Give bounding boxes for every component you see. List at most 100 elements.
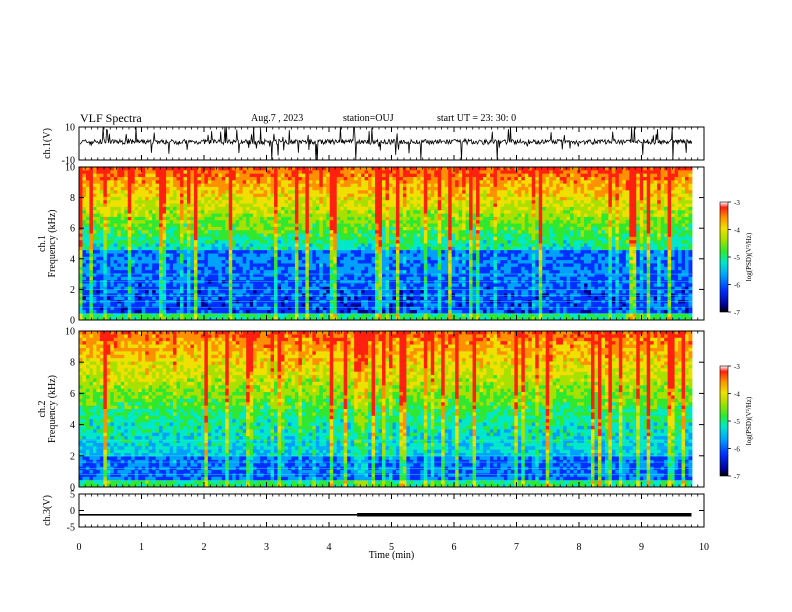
spectrogram-cell — [284, 190, 289, 195]
spectrogram-cell — [138, 313, 143, 318]
spectrogram-cell — [294, 170, 299, 175]
spectrogram-cell — [305, 176, 310, 181]
spectrogram-cell — [113, 173, 118, 178]
spectrogram-cell — [333, 223, 338, 228]
spectrogram-cell — [246, 310, 251, 314]
spectrogram-cell — [361, 296, 365, 301]
spectrogram-cell — [239, 263, 244, 268]
spectrogram-cell — [204, 316, 209, 321]
spectrogram-cell — [106, 283, 111, 288]
spectrogram-cell — [371, 290, 376, 294]
spectrogram-cell — [85, 206, 90, 211]
spectrogram-cell — [423, 170, 428, 175]
spectrogram-cell — [166, 213, 170, 218]
spectrogram-cell — [434, 240, 439, 244]
spectrogram-cell — [420, 250, 425, 254]
spectrogram-cell — [392, 283, 397, 288]
spectrogram-cell — [190, 266, 195, 271]
spectrogram-cell — [437, 180, 442, 185]
spectrogram-cell — [242, 173, 247, 178]
spectrogram-cell — [145, 286, 150, 291]
spectrogram-cell — [375, 260, 379, 264]
spectrogram-cell — [89, 193, 94, 198]
spectrogram-cell — [434, 246, 439, 251]
spectrogram-cell — [155, 210, 160, 214]
spectrogram-cell — [204, 226, 209, 231]
spectrogram-cell — [218, 296, 223, 301]
spectrogram-cell — [385, 276, 390, 281]
spectrogram-cell — [82, 240, 87, 244]
spectrogram-cell — [253, 263, 258, 268]
spectrogram-cell — [249, 263, 254, 268]
spectrogram-cell — [79, 230, 83, 234]
spectrogram-cell — [420, 310, 425, 314]
spectrogram-cell — [354, 240, 359, 244]
spectrogram-cell — [416, 220, 421, 224]
spectrogram-cell — [284, 193, 289, 198]
spectrogram-cell — [134, 296, 139, 301]
spectrogram-cell — [239, 200, 244, 204]
spectrogram-cell — [409, 180, 414, 185]
spectrogram-cell — [145, 270, 150, 274]
spectrogram-cell — [96, 226, 101, 231]
spectrogram-cell — [270, 203, 275, 208]
spectrogram-cell — [145, 306, 150, 311]
spectrogram-cell — [166, 176, 170, 181]
spectrogram-cell — [301, 183, 306, 188]
spectrogram-cell — [242, 296, 247, 301]
spectrogram-cell — [277, 223, 282, 228]
spectrogram-cell — [274, 246, 278, 251]
spectrogram-cell — [155, 236, 160, 241]
spectrogram-cell — [197, 216, 202, 221]
spectrogram-cell — [392, 233, 397, 238]
spectrogram-cell — [113, 223, 118, 228]
spectrogram-cell — [420, 223, 425, 228]
spectrogram-cell — [127, 176, 132, 181]
spectrogram-cell — [368, 233, 372, 238]
spectrogram-cell — [166, 183, 170, 188]
spectrogram-cell — [315, 196, 320, 201]
spectrogram-cell — [361, 193, 365, 198]
spectrogram-cell — [354, 316, 359, 321]
spectrogram-cell — [305, 256, 310, 261]
spectrogram-cell — [204, 170, 209, 175]
spectrogram-cell — [382, 226, 386, 231]
spectrogram-cell — [427, 310, 432, 314]
spectrogram-cell — [267, 173, 271, 178]
spectrogram-cell — [291, 220, 296, 224]
spectrogram-cell — [127, 260, 132, 264]
spectrogram-cell — [180, 213, 184, 218]
spectrogram-cell — [106, 263, 111, 268]
spectrogram-cell — [221, 283, 226, 288]
spectrogram-cell — [180, 313, 184, 318]
spectrogram-cell — [406, 246, 411, 251]
spectrogram-cell — [270, 230, 275, 234]
spectrogram-cell — [420, 236, 425, 241]
spectrogram-cell — [173, 283, 177, 288]
spectrogram-cell — [284, 290, 289, 294]
spectrogram-cell — [409, 230, 414, 234]
spectrogram-cell — [214, 243, 219, 248]
spectrogram-cell — [176, 270, 181, 274]
spectrogram-cell — [106, 196, 111, 201]
spectrogram-cell — [378, 226, 383, 231]
spectrogram-cell — [124, 176, 129, 181]
spectrogram-cell — [298, 240, 303, 244]
spectrogram-cell — [82, 246, 87, 251]
spectrogram-cell — [186, 296, 191, 301]
spectrogram-cell — [287, 223, 292, 228]
spectrogram-cell — [263, 306, 268, 311]
spectrogram-cell — [263, 170, 268, 175]
spectrogram-cell — [388, 167, 393, 171]
spectrogram-cell — [437, 196, 442, 201]
spectrogram-cell — [312, 266, 317, 271]
spectrogram-cell — [141, 273, 146, 278]
spectrogram-cell — [416, 240, 421, 244]
spectrogram-cell — [399, 186, 404, 191]
spectrogram-cell — [382, 303, 386, 308]
spectrogram-cell — [430, 226, 435, 231]
spectrogram-cell — [113, 193, 118, 198]
spectrogram-cell — [423, 253, 428, 258]
spectrogram-cell — [354, 176, 359, 181]
spectrogram-cell — [385, 266, 390, 271]
